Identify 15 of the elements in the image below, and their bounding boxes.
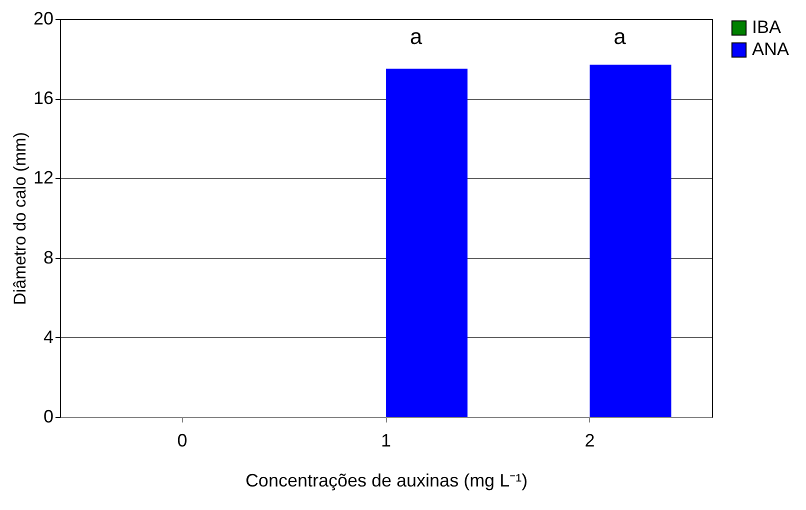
- x-axis-title: Concentrações de auxinas (mg L⁻¹): [245, 470, 528, 490]
- y-axis-title: Diâmetro do calo (mm): [10, 132, 30, 305]
- y-tick-label: 12: [33, 168, 54, 188]
- legend-label: ANA: [752, 39, 790, 59]
- y-tick-label: 4: [43, 326, 54, 347]
- x-tick-label: 0: [177, 430, 188, 450]
- annotation: a: [410, 24, 423, 49]
- annotation: a: [614, 24, 627, 49]
- y-tick-label: 20: [33, 8, 54, 28]
- y-tick-label: 16: [33, 88, 54, 108]
- y-tick-label: 0: [43, 406, 54, 426]
- x-tick-label: 1: [380, 430, 392, 450]
- y-tick-label: 8: [43, 247, 54, 268]
- legend-label: IBA: [752, 17, 782, 37]
- x-tick-label: 2: [584, 430, 595, 450]
